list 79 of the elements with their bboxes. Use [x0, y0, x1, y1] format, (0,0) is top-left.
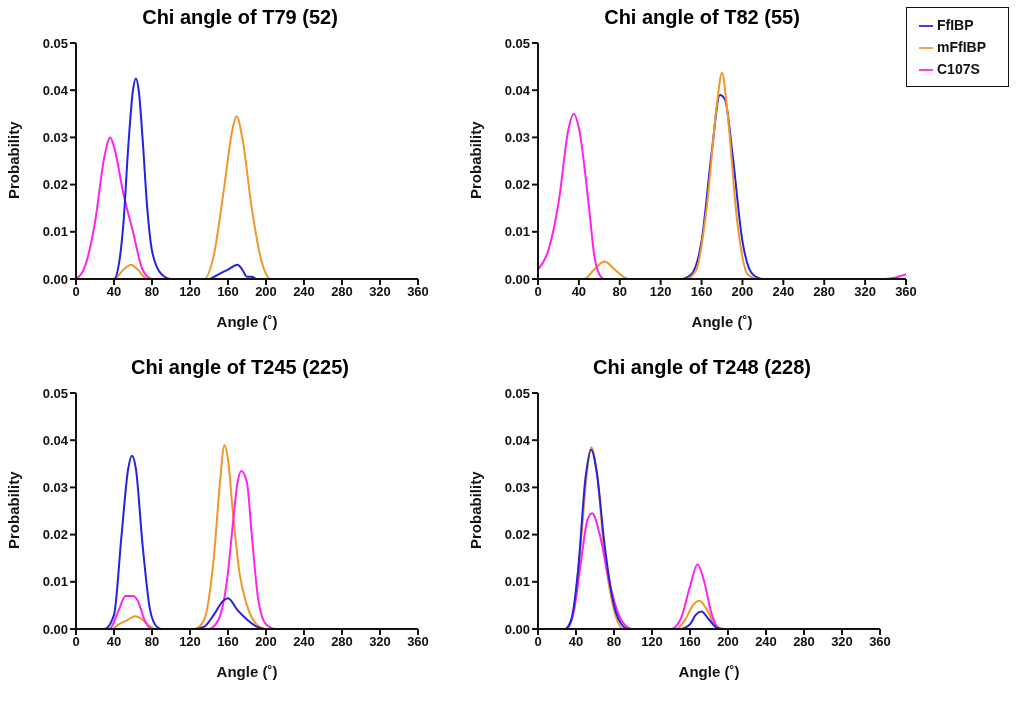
- x-tick-label: 320: [369, 284, 391, 300]
- y-tick-label: 0.04: [42, 432, 69, 448]
- x-tick-label: 280: [331, 634, 353, 650]
- y-tick-label: 0.05: [42, 35, 68, 51]
- y-tick-label: 0.05: [504, 385, 530, 401]
- x-tick-label: 240: [293, 634, 315, 650]
- y-tick-label: 0.01: [42, 224, 68, 240]
- y-tick-label: 0.01: [504, 574, 530, 590]
- x-tick-label: 40: [571, 284, 587, 300]
- y-tick-label: 0.00: [42, 621, 68, 637]
- x-tick-label: 0: [72, 634, 80, 650]
- y-tick-label: 0.00: [504, 621, 530, 637]
- x-tick-label: 240: [755, 634, 777, 650]
- x-tick-label: 120: [179, 634, 201, 650]
- y-tick-label: 0.00: [504, 271, 530, 287]
- y-tick-label: 0.01: [504, 224, 530, 240]
- x-tick-label: 160: [679, 634, 701, 650]
- y-tick-label: 0.03: [504, 130, 530, 146]
- y-tick-label: 0.05: [42, 385, 68, 401]
- x-tick-label: 360: [895, 284, 917, 300]
- x-axis-title: Angle (˚): [678, 663, 740, 680]
- x-tick-label: 320: [369, 634, 391, 650]
- x-tick-label: 40: [106, 284, 122, 300]
- x-tick-label: 240: [772, 284, 795, 300]
- chart-title: Chi angle of T82 (55): [603, 6, 801, 29]
- y-tick-label: 0.05: [504, 35, 530, 51]
- x-tick-label: 280: [331, 284, 353, 300]
- chart-title: Chi angle of T248 (228): [592, 356, 812, 379]
- x-tick-label: 120: [179, 284, 201, 300]
- x-tick-label: 360: [869, 634, 891, 650]
- x-tick-label: 200: [731, 284, 754, 300]
- y-tick-label: 0.02: [504, 527, 530, 543]
- x-tick-label: 200: [255, 284, 277, 300]
- y-tick-label: 0.00: [42, 271, 68, 287]
- y-tick-label: 0.02: [504, 177, 530, 193]
- x-tick-label: 320: [854, 284, 876, 300]
- x-tick-label: 280: [813, 284, 836, 300]
- chart-title: Chi angle of T79 (52): [141, 6, 339, 29]
- x-tick-label: 40: [106, 634, 122, 650]
- x-tick-label: 0: [534, 634, 542, 650]
- y-tick-label: 0.02: [42, 177, 68, 193]
- x-tick-label: 360: [407, 284, 429, 300]
- x-tick-label: 120: [641, 634, 663, 650]
- x-tick-label: 240: [293, 284, 315, 300]
- x-tick-label: 120: [649, 284, 672, 300]
- y-axis-title: Probability: [5, 120, 23, 199]
- x-tick-label: 80: [612, 284, 628, 300]
- y-tick-label: 0.04: [504, 432, 531, 448]
- x-tick-label: 40: [568, 634, 584, 650]
- x-tick-label: 360: [407, 634, 429, 650]
- x-tick-label: 80: [144, 284, 160, 300]
- x-axis-title: Angle (˚): [216, 663, 278, 680]
- legend-label: mFfIBP: [937, 39, 986, 55]
- x-axis-title: Angle (˚): [691, 313, 753, 330]
- x-axis-title: Angle (˚): [216, 313, 278, 330]
- x-tick-label: 160: [217, 284, 239, 300]
- x-tick-label: 200: [717, 634, 739, 650]
- x-tick-label: 80: [144, 634, 160, 650]
- x-tick-label: 160: [690, 284, 713, 300]
- y-axis-title: Probability: [5, 470, 23, 549]
- x-tick-label: 320: [831, 634, 853, 650]
- legend-label: C107S: [937, 61, 980, 77]
- y-tick-label: 0.04: [504, 82, 531, 98]
- x-tick-label: 280: [793, 634, 815, 650]
- y-tick-label: 0.03: [42, 130, 68, 146]
- chart-title: Chi angle of T245 (225): [130, 356, 350, 379]
- x-tick-label: 200: [255, 634, 277, 650]
- x-tick-label: 0: [72, 284, 80, 300]
- y-axis-title: Probability: [467, 470, 485, 549]
- legend-label: FfIBP: [937, 17, 974, 33]
- y-axis-title: Probability: [467, 120, 485, 199]
- y-tick-label: 0.03: [42, 480, 68, 496]
- y-tick-label: 0.01: [42, 574, 68, 590]
- x-tick-label: 160: [217, 634, 239, 650]
- y-tick-label: 0.02: [42, 527, 68, 543]
- x-tick-label: 80: [606, 634, 622, 650]
- y-tick-label: 0.03: [504, 480, 530, 496]
- y-tick-label: 0.04: [42, 82, 69, 98]
- x-tick-label: 0: [534, 284, 542, 300]
